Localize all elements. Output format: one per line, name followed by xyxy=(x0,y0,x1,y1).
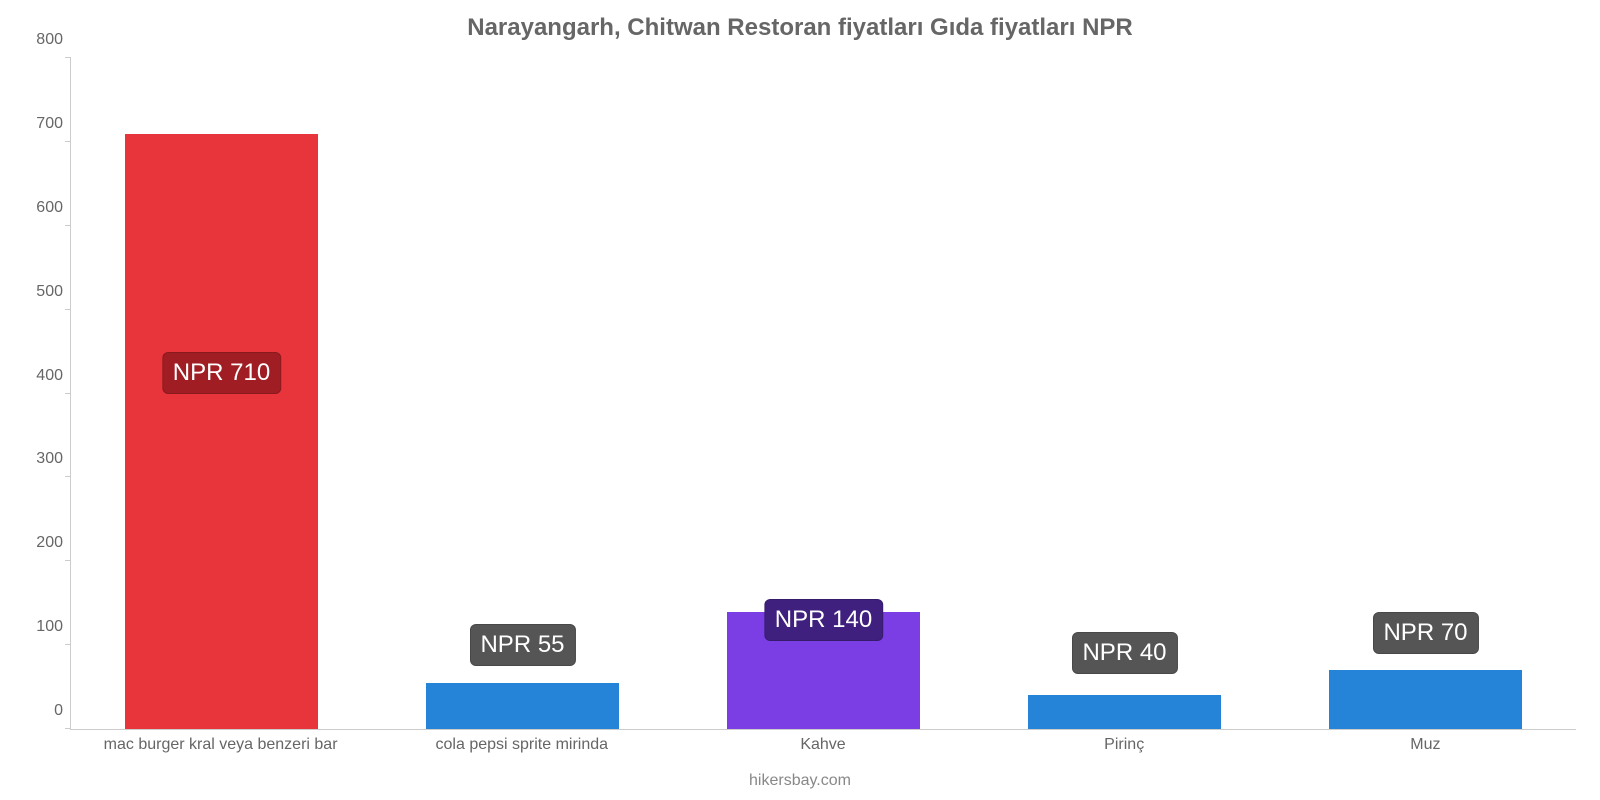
bar-value-label: NPR 710 xyxy=(162,352,281,394)
bar xyxy=(1329,670,1522,729)
y-tick-mark xyxy=(65,309,71,310)
y-tick-label: 200 xyxy=(21,534,63,552)
chart-footer: hikersbay.com xyxy=(0,772,1600,790)
y-tick-label: 0 xyxy=(21,702,63,720)
y-tick-mark xyxy=(65,476,71,477)
chart-title: Narayangarh, Chitwan Restoran fiyatları … xyxy=(0,0,1600,42)
bar xyxy=(426,683,619,729)
x-tick-label: mac burger kral veya benzeri bar xyxy=(104,736,338,754)
y-tick-label: 500 xyxy=(21,283,63,301)
y-tick-label: 700 xyxy=(21,115,63,133)
y-tick-label: 400 xyxy=(21,367,63,385)
bar-value-label: NPR 140 xyxy=(764,599,883,641)
y-tick-label: 100 xyxy=(21,618,63,636)
y-tick-mark xyxy=(65,728,71,729)
bars-layer: NPR 710 NPR 55 NPR 140 NPR 40 NPR 70 xyxy=(71,58,1576,729)
y-tick-mark xyxy=(65,393,71,394)
plot-area: NPR 710NPR 55NPR 140NPR 40NPR 70 0100200… xyxy=(70,58,1576,730)
bar-value-label: NPR 70 xyxy=(1372,612,1478,654)
bar xyxy=(1028,695,1221,729)
y-tick-label: 600 xyxy=(21,199,63,217)
x-tick-label: cola pepsi sprite mirinda xyxy=(436,736,609,754)
y-tick-mark xyxy=(65,644,71,645)
bar-value-label: NPR 40 xyxy=(1071,632,1177,674)
y-tick-label: 800 xyxy=(21,31,63,49)
x-tick-label: Pirinç xyxy=(1104,736,1144,754)
x-tick-label: Muz xyxy=(1410,736,1440,754)
y-tick-mark xyxy=(65,560,71,561)
chart-area: NPR 710NPR 55NPR 140NPR 40NPR 70 0100200… xyxy=(70,58,1576,730)
x-tick-label: Kahve xyxy=(800,736,845,754)
y-tick-mark xyxy=(65,225,71,226)
y-tick-mark xyxy=(65,141,71,142)
bar xyxy=(125,134,318,730)
y-tick-label: 300 xyxy=(21,450,63,468)
bar-value-label: NPR 55 xyxy=(469,624,575,666)
x-axis: mac burger kral veya benzeri bar cola pep… xyxy=(70,736,1576,760)
y-tick-mark xyxy=(65,57,71,58)
